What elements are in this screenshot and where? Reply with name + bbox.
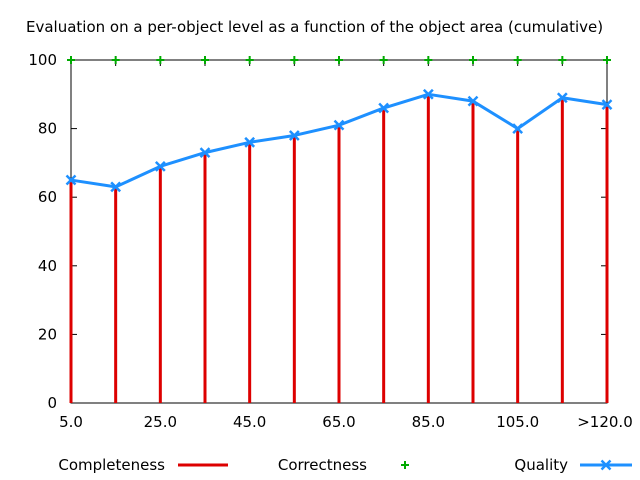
legend-correctness-swatch xyxy=(401,461,409,469)
quality-series xyxy=(65,88,613,193)
x-axis: 5.0 25.0 45.0 65.0 85.0 105.0 >120.0 xyxy=(59,60,633,431)
correctness-point xyxy=(156,56,165,64)
x-tick-label: 5.0 xyxy=(59,413,83,431)
quality-point xyxy=(422,88,434,100)
quality-point xyxy=(512,123,524,134)
y-axis: 0 20 40 60 80 100 xyxy=(28,51,607,412)
legend: Completeness Correctness Quality xyxy=(58,456,632,474)
chart-title: Evaluation on a per-object level as a fu… xyxy=(26,18,603,36)
quality-point xyxy=(154,160,166,172)
correctness-point xyxy=(67,56,75,64)
legend-completeness-label: Completeness xyxy=(58,456,165,474)
quality-point xyxy=(244,136,256,148)
correctness-point xyxy=(558,56,567,64)
x-tick-label: 25.0 xyxy=(144,413,177,431)
y-tick-label: 80 xyxy=(38,120,57,138)
completeness-series xyxy=(69,94,609,403)
correctness-point xyxy=(111,56,120,64)
quality-point xyxy=(199,147,211,158)
y-tick-label: 60 xyxy=(38,188,57,206)
y-tick-label: 0 xyxy=(47,394,57,412)
y-tick-label: 100 xyxy=(28,51,57,69)
quality-point xyxy=(378,102,390,114)
x-tick-label: 105.0 xyxy=(496,413,539,431)
quality-point xyxy=(110,181,122,193)
legend-quality-label: Quality xyxy=(514,456,568,474)
legend-quality-swatch xyxy=(580,459,632,471)
legend-correctness-label: Correctness xyxy=(278,456,367,474)
correctness-series xyxy=(67,56,611,64)
correctness-point xyxy=(603,56,611,64)
quality-point xyxy=(601,99,613,110)
correctness-point xyxy=(469,56,477,64)
x-tick-label: 65.0 xyxy=(322,413,355,431)
quality-point xyxy=(288,130,300,141)
x-tick-label: 85.0 xyxy=(412,413,445,431)
y-tick-label: 40 xyxy=(38,257,57,275)
correctness-point xyxy=(424,56,433,64)
correctness-point xyxy=(513,56,522,64)
correctness-point xyxy=(245,56,254,64)
x-tick-label: >120.0 xyxy=(577,413,633,431)
correctness-point xyxy=(201,56,209,64)
quality-point xyxy=(65,174,77,186)
correctness-point xyxy=(379,56,388,64)
quality-point xyxy=(556,92,568,104)
quality-point xyxy=(333,119,345,131)
x-tick-label: 45.0 xyxy=(233,413,266,431)
y-tick-label: 20 xyxy=(38,325,57,343)
correctness-point xyxy=(290,56,299,64)
correctness-point xyxy=(335,56,343,64)
quality-point xyxy=(467,95,479,107)
